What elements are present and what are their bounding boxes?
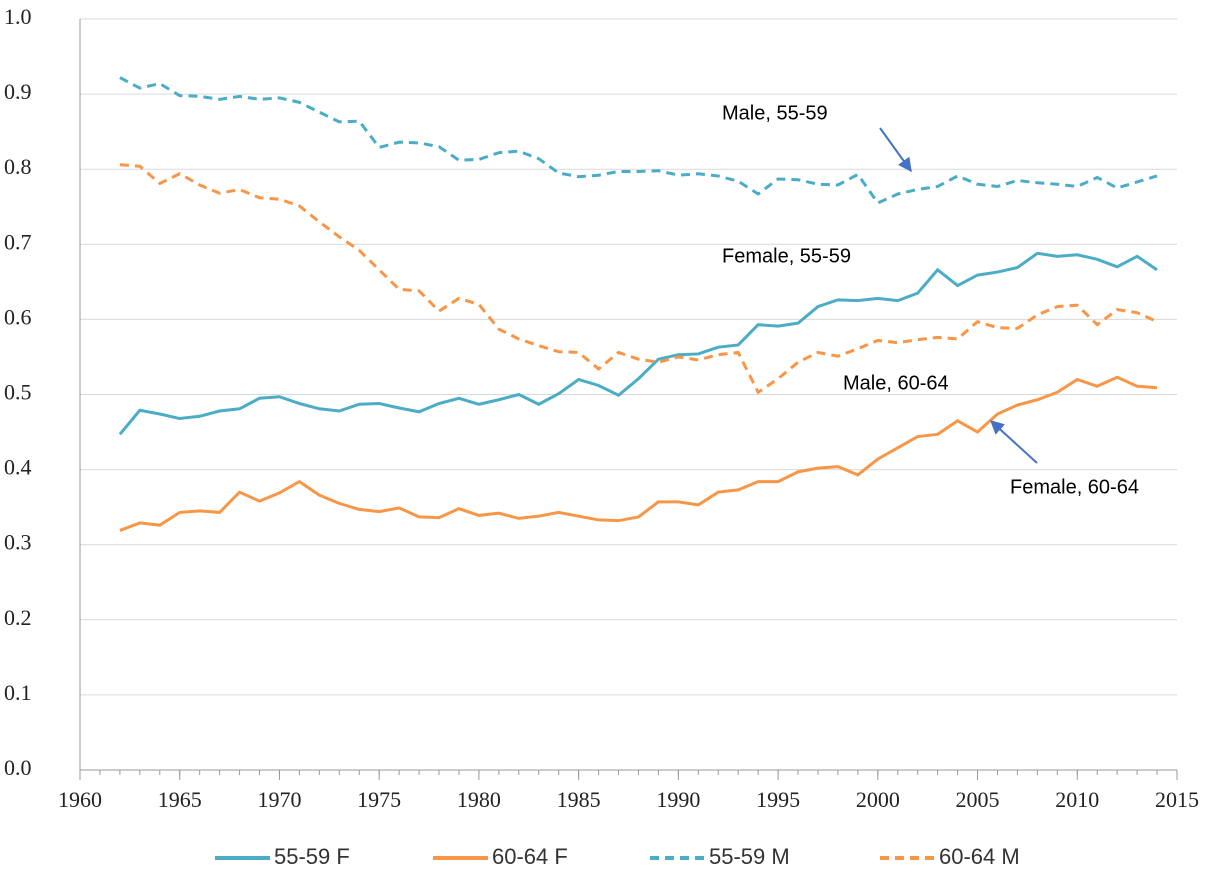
x-tick-label: 1960 (58, 787, 102, 812)
x-tick-label: 1980 (457, 787, 501, 812)
x-tick-label: 1985 (557, 787, 601, 812)
x-tick-label: 2005 (956, 787, 1000, 812)
y-tick-label: 0.9 (4, 79, 32, 104)
y-tick-label: 0.6 (4, 304, 32, 329)
y-tick-label: 0.8 (4, 154, 32, 179)
y-tick-label: 0.5 (4, 380, 32, 405)
annotation-arrow (879, 127, 912, 173)
series-line (119, 76, 1158, 205)
x-tick-label: 1975 (357, 787, 401, 812)
series-line (119, 375, 1158, 532)
legend-label: 60-64 F (492, 844, 568, 869)
x-tick-label: 1990 (656, 787, 700, 812)
y-tick-label: 0.1 (4, 680, 32, 705)
y-tick-label: 1.0 (4, 4, 32, 29)
annotation: Male, 60-64 (843, 372, 949, 394)
x-tick-label: 2010 (1055, 787, 1099, 812)
y-tick-label: 0.0 (4, 755, 32, 780)
y-tick-label: 0.2 (4, 605, 32, 630)
series-line (119, 163, 1158, 395)
x-tick-label: 1970 (257, 787, 301, 812)
x-tick-label: 2015 (1155, 787, 1199, 812)
legend: 55-59 F 60-64 F 55-59 M 60-64 M (215, 844, 1020, 869)
x-tick-label: 1965 (158, 787, 202, 812)
annotation-arrow (989, 420, 1038, 464)
legend-label: 60-64 M (939, 844, 1020, 869)
legend-label: 55-59 F (274, 844, 350, 869)
y-tick-label: 0.4 (4, 455, 32, 480)
plot-lines (118, 76, 1158, 532)
x-tick-label: 1995 (756, 787, 800, 812)
annotation: Female, 60-64 (1010, 476, 1139, 498)
annotation: Male, 55-59 (722, 102, 828, 124)
y-tick-label: 0.3 (4, 530, 32, 555)
y-tick-label: 0.7 (4, 229, 32, 254)
grid: 0.0 0.1 0.2 0.3 0.4 0.5 0.6 0.7 0.8 0.9 1.0 1960 196… (4, 4, 1199, 812)
series-line (118, 251, 1158, 436)
x-tick-label: 2000 (856, 787, 900, 812)
annotation: Female, 55-59 (722, 245, 851, 267)
legend-label: 55-59 M (709, 844, 790, 869)
